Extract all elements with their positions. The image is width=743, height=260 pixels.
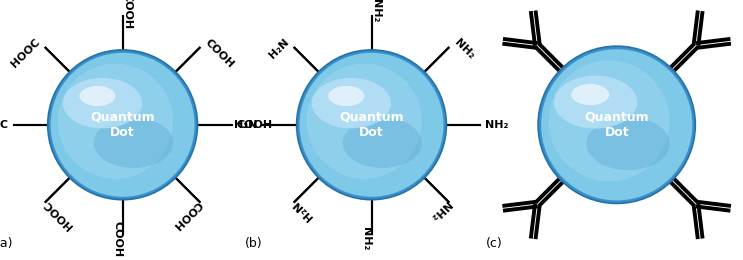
Text: COOH: COOH bbox=[113, 221, 123, 257]
Ellipse shape bbox=[541, 49, 692, 200]
Ellipse shape bbox=[554, 76, 637, 129]
Text: H₂N: H₂N bbox=[291, 198, 314, 222]
Ellipse shape bbox=[48, 50, 198, 200]
Text: COOH: COOH bbox=[123, 0, 132, 29]
Text: Quantum
Dot: Quantum Dot bbox=[340, 111, 403, 139]
Text: NH₂: NH₂ bbox=[372, 0, 381, 22]
Ellipse shape bbox=[94, 118, 173, 168]
Ellipse shape bbox=[571, 84, 609, 105]
Text: NH₂: NH₂ bbox=[362, 227, 372, 250]
Ellipse shape bbox=[328, 86, 364, 106]
Text: (c): (c) bbox=[486, 237, 503, 250]
Text: NH₂: NH₂ bbox=[485, 120, 509, 130]
Text: (a): (a) bbox=[0, 237, 13, 250]
Text: NH₂: NH₂ bbox=[452, 37, 476, 61]
Text: (b): (b) bbox=[244, 237, 262, 250]
Ellipse shape bbox=[343, 118, 422, 168]
Ellipse shape bbox=[63, 78, 142, 128]
Ellipse shape bbox=[299, 53, 444, 197]
Text: H₂N: H₂N bbox=[267, 37, 291, 61]
Ellipse shape bbox=[538, 46, 695, 203]
Text: COOH: COOH bbox=[171, 198, 203, 231]
Text: COOH: COOH bbox=[236, 120, 273, 130]
Text: Quantum
Dot: Quantum Dot bbox=[585, 111, 649, 139]
Ellipse shape bbox=[586, 117, 669, 170]
Ellipse shape bbox=[58, 64, 173, 179]
Text: COOH: COOH bbox=[203, 37, 236, 70]
Ellipse shape bbox=[312, 78, 391, 128]
Text: NH₂: NH₂ bbox=[429, 198, 452, 222]
Ellipse shape bbox=[548, 61, 669, 181]
Text: HOOC: HOOC bbox=[42, 198, 74, 231]
Text: Quantum
Dot: Quantum Dot bbox=[91, 111, 155, 139]
Ellipse shape bbox=[80, 86, 115, 106]
Text: HOOC: HOOC bbox=[0, 120, 9, 130]
Ellipse shape bbox=[307, 64, 422, 179]
Ellipse shape bbox=[51, 53, 195, 197]
Text: H₂N: H₂N bbox=[234, 120, 258, 130]
Text: HOOC: HOOC bbox=[10, 37, 42, 70]
Ellipse shape bbox=[296, 50, 447, 200]
